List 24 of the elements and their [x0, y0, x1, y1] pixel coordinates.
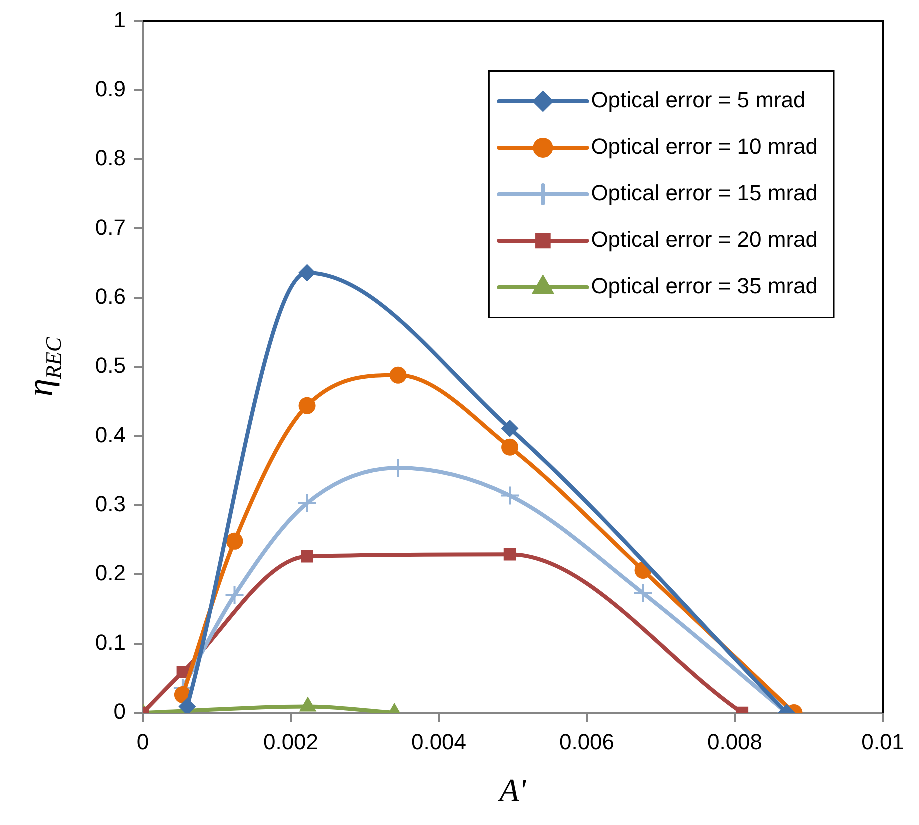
y-tick-label: 1	[114, 7, 126, 32]
legend-label: Optical error = 35 mrad	[591, 274, 818, 299]
legend-label: Optical error = 10 mrad	[591, 134, 818, 160]
x-tick-label: 0.002	[263, 729, 319, 754]
y-tick-label: 0	[114, 699, 126, 724]
x-tick-label: 0.01	[862, 729, 904, 754]
y-tick-label: 0.7	[95, 214, 126, 240]
y-tick-label: 0.5	[95, 353, 126, 378]
x-axis-title: A'	[498, 772, 528, 808]
y-axis-title: ηREC	[20, 337, 66, 397]
y-tick-label: 0.1	[95, 630, 126, 655]
y-tick-label: 0.3	[95, 492, 126, 517]
x-tick-label: 0	[136, 729, 150, 754]
y-tick-label: 0.6	[95, 284, 126, 309]
y-tick-label: 0.2	[95, 560, 126, 586]
legend-label: Optical error = 20 mrad	[591, 227, 818, 252]
legend-label: Optical error = 15 mrad	[591, 180, 818, 206]
y-tick-label: 0.4	[95, 422, 126, 448]
legend-label: Optical error = 5 mrad	[591, 88, 806, 113]
x-tick-label: 0.006	[559, 729, 615, 754]
x-tick-label: 0.004	[411, 729, 467, 754]
y-tick-label: 0.8	[95, 146, 126, 171]
y-tick-label: 0.9	[95, 76, 126, 102]
x-tick-label: 0.008	[707, 729, 763, 754]
